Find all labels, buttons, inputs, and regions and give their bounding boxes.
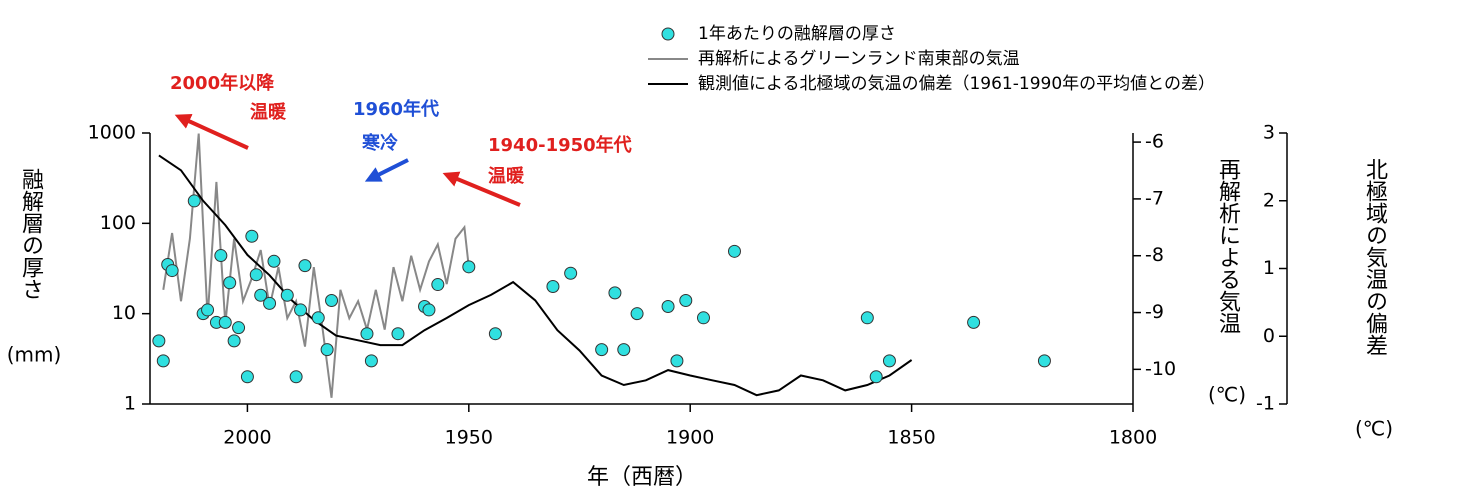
- data-point: [201, 303, 215, 317]
- x-tick-label: 2000: [223, 427, 271, 449]
- data-point: [869, 370, 883, 384]
- y2-tick-label: -10: [1145, 358, 1176, 380]
- data-point: [227, 334, 241, 348]
- data-point: [462, 260, 476, 274]
- y3-tick-label: -1: [1256, 393, 1275, 415]
- annotation: 温暖: [250, 101, 287, 123]
- data-point: [254, 288, 268, 302]
- annotation: 1940-1950年代: [488, 134, 632, 156]
- data-point: [630, 307, 644, 321]
- data-point: [431, 278, 445, 292]
- data-point: [320, 343, 334, 357]
- y3-tick-label: 1: [1263, 257, 1275, 279]
- y3-tick-label: 3: [1263, 122, 1275, 144]
- data-point: [422, 303, 436, 317]
- x-tick-label: 1850: [887, 427, 935, 449]
- y-tick-label: 1000: [88, 122, 136, 144]
- legend-label: 観測値による北極域の気温の偏差（1961-1990年の平均値との差）: [698, 74, 1215, 94]
- data-point: [546, 279, 560, 293]
- data-point: [240, 370, 254, 384]
- data-point: [263, 296, 277, 310]
- data-point: [488, 327, 502, 341]
- y2-tick-label: -6: [1145, 131, 1164, 153]
- y3-tick-label: 2: [1263, 189, 1275, 211]
- y-tick-label: 1: [124, 393, 136, 415]
- arrow: [364, 158, 409, 182]
- data-point: [679, 293, 693, 307]
- data-point: [280, 288, 294, 302]
- data-line: [162, 133, 470, 398]
- arrow: [174, 114, 249, 150]
- data-point: [364, 354, 378, 368]
- data-point: [727, 244, 741, 258]
- data-point: [218, 315, 232, 329]
- y2-tick-label: -9: [1145, 301, 1164, 323]
- data-point: [267, 254, 281, 268]
- arrow: [442, 171, 521, 207]
- data-point: [325, 293, 339, 307]
- x-tick-label: 1800: [1109, 427, 1157, 449]
- data-point: [232, 321, 246, 335]
- annotation: 1960年代: [353, 98, 439, 120]
- y2-tick-label: -8: [1145, 244, 1164, 266]
- y-tick-label: 10: [112, 302, 136, 324]
- data-point: [311, 311, 325, 325]
- y3-axis-label: 北極域の気温の偏差: [1362, 158, 1388, 356]
- data-point: [245, 229, 259, 243]
- data-point: [882, 354, 896, 368]
- legend-marker: [661, 27, 675, 41]
- annotation: 寒冷: [361, 132, 398, 154]
- data-point: [289, 370, 303, 384]
- data-point: [670, 354, 684, 368]
- y2-tick-label: -7: [1145, 187, 1164, 209]
- data-point: [187, 194, 201, 208]
- data-point: [165, 264, 179, 278]
- data-point: [1037, 354, 1051, 368]
- data-point: [294, 303, 308, 317]
- data-point: [696, 311, 710, 325]
- y3-axis-unit: (℃): [1355, 417, 1393, 441]
- data-point: [564, 266, 578, 280]
- annotation: 2000年以降: [170, 72, 275, 94]
- x-tick-label: 1900: [666, 427, 714, 449]
- data-point: [249, 268, 263, 282]
- x-axis-label: 年（西暦）: [587, 465, 697, 490]
- y-tick-label: 100: [100, 212, 136, 234]
- data-line: [158, 154, 913, 397]
- y-axis-label: 融解層の厚さ: [18, 168, 44, 300]
- y2-axis-unit: (℃): [1208, 383, 1246, 407]
- legend-label: 再解析によるグリーンランド南東部の気温: [698, 49, 1020, 69]
- y2-axis-label: 再解析による気温: [1215, 158, 1241, 334]
- data-point: [661, 300, 675, 314]
- data-point: [214, 249, 228, 263]
- y-axis-unit: (mm): [7, 343, 62, 367]
- data-point: [617, 343, 631, 357]
- data-point: [156, 354, 170, 368]
- data-point: [152, 334, 166, 348]
- data-point: [595, 343, 609, 357]
- data-point: [967, 315, 981, 329]
- data-point: [860, 311, 874, 325]
- data-point: [298, 259, 312, 273]
- annotation: 温暖: [488, 165, 525, 187]
- x-tick-label: 1950: [445, 427, 493, 449]
- data-point: [223, 276, 237, 290]
- legend-label: 1年あたりの融解層の厚さ: [698, 24, 896, 44]
- data-point: [608, 286, 622, 300]
- data-point: [391, 327, 405, 341]
- y3-tick-label: 0: [1263, 325, 1275, 347]
- data-point: [360, 327, 374, 341]
